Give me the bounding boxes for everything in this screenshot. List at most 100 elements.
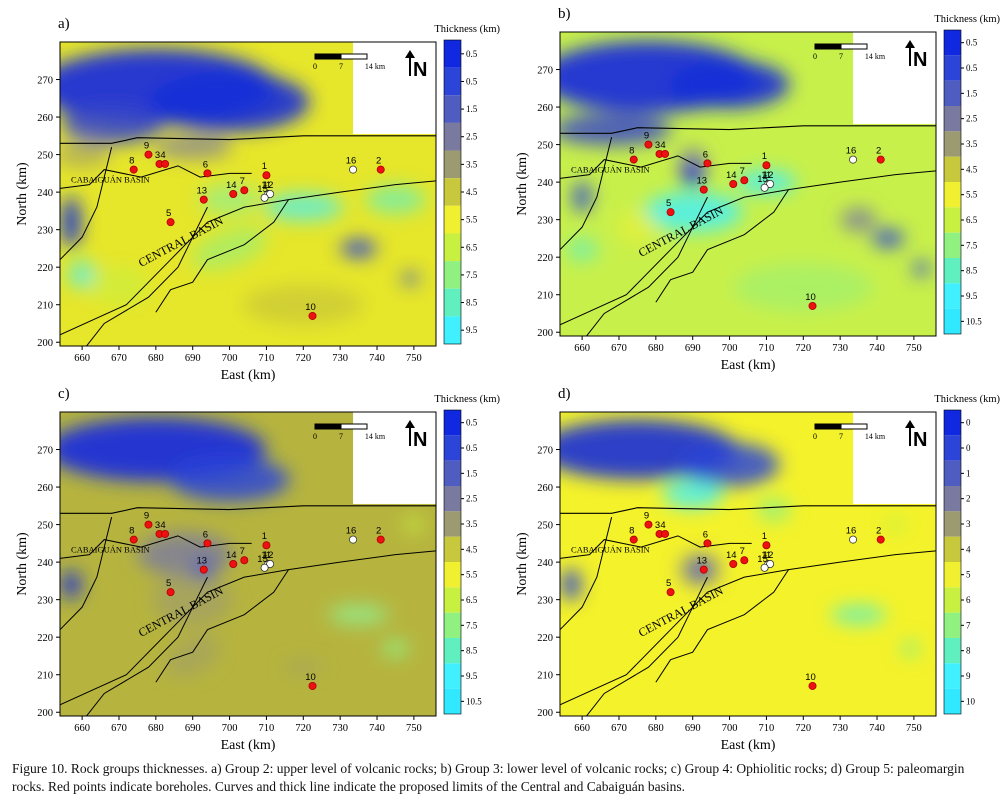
legend-swatch bbox=[444, 261, 461, 289]
thickness-anomaly bbox=[340, 239, 377, 258]
panel-label: d) bbox=[558, 386, 571, 402]
scale-bar-white bbox=[840, 423, 868, 430]
x-tick-label: 720 bbox=[795, 343, 811, 354]
legend-tick-label: 4.5 bbox=[466, 544, 478, 554]
x-tick-label: 670 bbox=[611, 343, 627, 354]
x-tick-label: 740 bbox=[369, 353, 385, 364]
legend-swatch bbox=[944, 435, 961, 461]
legend-swatch bbox=[444, 122, 461, 151]
thickness-anomaly bbox=[61, 570, 82, 599]
borehole-2 bbox=[376, 165, 385, 174]
y-axis-label: North (km) bbox=[515, 532, 530, 596]
legend-tick-label: 2.5 bbox=[466, 494, 478, 504]
borehole-label: 12 bbox=[763, 170, 774, 181]
legend-swatch bbox=[944, 283, 961, 309]
legend-swatch bbox=[444, 95, 461, 123]
borehole-1 bbox=[262, 171, 271, 180]
borehole-1 bbox=[762, 541, 771, 550]
borehole-label: 1 bbox=[262, 531, 267, 542]
scale-bar-black bbox=[814, 423, 842, 430]
cabaiguan-basin-label: CABAIGUÁN BASIN bbox=[71, 545, 150, 555]
x-tick-label: 710 bbox=[759, 343, 775, 354]
borehole-6 bbox=[703, 539, 712, 548]
scale-bar-label: 0 bbox=[313, 432, 317, 441]
borehole-9 bbox=[644, 520, 653, 529]
map-frame bbox=[559, 411, 937, 717]
borehole-6 bbox=[203, 539, 212, 548]
borehole-16 bbox=[849, 155, 858, 164]
scale-bar-label: 7 bbox=[339, 62, 343, 71]
borehole-10 bbox=[808, 301, 817, 310]
x-tick-label: 670 bbox=[111, 353, 127, 364]
thickness-field bbox=[560, 32, 936, 336]
borehole-8 bbox=[629, 535, 638, 544]
borehole-label: 10 bbox=[805, 672, 816, 683]
borehole-label: 2 bbox=[376, 156, 381, 167]
legend-swatch bbox=[944, 587, 961, 613]
north-label: N bbox=[413, 59, 427, 81]
thickness-anomaly bbox=[900, 639, 921, 658]
borehole-2 bbox=[376, 535, 385, 544]
legend-swatch bbox=[944, 80, 961, 106]
legend-swatch bbox=[444, 486, 461, 512]
x-tick-label: 690 bbox=[185, 723, 201, 734]
legend-tick-label: 7 bbox=[966, 620, 971, 630]
borehole-13 bbox=[199, 195, 208, 204]
legend-swatch bbox=[444, 638, 461, 664]
cabaiguan-basin-label: CABAIGUÁN BASIN bbox=[571, 165, 650, 175]
legend-swatch bbox=[444, 536, 461, 562]
figure-caption: Figure 10. Rock groups thicknesses. a) G… bbox=[12, 761, 965, 794]
borehole-12 bbox=[266, 559, 275, 568]
thickness-anomaly bbox=[913, 260, 930, 277]
legend-swatch bbox=[444, 435, 461, 461]
thickness-anomaly bbox=[572, 181, 593, 214]
borehole-label: 15 bbox=[757, 554, 768, 565]
borehole-12 bbox=[266, 189, 275, 198]
cabaiguan-basin-label: CABAIGUÁN BASIN bbox=[71, 175, 150, 185]
borehole-7 bbox=[240, 186, 249, 195]
borehole-14 bbox=[729, 179, 738, 188]
borehole-label: 11 bbox=[761, 550, 771, 561]
thickness-anomaly bbox=[152, 135, 233, 160]
legend-swatch bbox=[944, 638, 961, 664]
basin-limit-thick-line bbox=[560, 505, 936, 514]
x-tick-label: 680 bbox=[148, 723, 164, 734]
panel-label: c) bbox=[58, 386, 70, 402]
borehole-10 bbox=[308, 681, 317, 690]
legend-tick-label: 10.5 bbox=[466, 696, 482, 706]
scale-bar-label: 7 bbox=[839, 432, 843, 441]
borehole-label: 2 bbox=[876, 146, 881, 157]
legend-tick-label: 9.5 bbox=[466, 325, 478, 335]
y-tick-label: 200 bbox=[37, 708, 53, 719]
panel-label: a) bbox=[58, 16, 70, 32]
legend-swatch bbox=[444, 587, 461, 613]
basin-limit-thick-line bbox=[60, 135, 436, 144]
north-arrow-icon bbox=[405, 420, 415, 428]
scale-bar-label: 7 bbox=[339, 432, 343, 441]
legend-tick-label: 6.5 bbox=[466, 242, 478, 252]
borehole-label: 15 bbox=[257, 184, 268, 195]
x-tick-label: 730 bbox=[332, 723, 348, 734]
legend-swatch bbox=[444, 233, 461, 262]
borehole-5 bbox=[666, 208, 675, 217]
borehole-label: 6 bbox=[203, 529, 208, 540]
x-tick-label: 700 bbox=[722, 723, 738, 734]
scale-bar-label: 0 bbox=[313, 62, 317, 71]
legend-tick-label: 6.5 bbox=[966, 215, 978, 225]
legend-tick-label: 4.5 bbox=[966, 164, 978, 174]
north-arrow-icon bbox=[905, 40, 915, 48]
y-tick-label: 270 bbox=[37, 76, 53, 87]
legend-swatch bbox=[944, 486, 961, 512]
borehole-label: 8 bbox=[129, 156, 134, 167]
borehole-label: 15 bbox=[257, 554, 268, 565]
x-tick-label: 710 bbox=[759, 723, 775, 734]
x-tick-label: 660 bbox=[574, 343, 590, 354]
legend-title: Thickness (km) bbox=[934, 394, 1000, 405]
x-tick-label: 660 bbox=[74, 353, 90, 364]
borehole-10 bbox=[808, 681, 817, 690]
borehole-label: 16 bbox=[846, 526, 857, 537]
x-tick-label: 750 bbox=[406, 723, 422, 734]
borehole-label: 5 bbox=[166, 578, 171, 589]
legend-tick-label: 4 bbox=[966, 544, 971, 554]
borehole-label: 12 bbox=[263, 180, 274, 191]
